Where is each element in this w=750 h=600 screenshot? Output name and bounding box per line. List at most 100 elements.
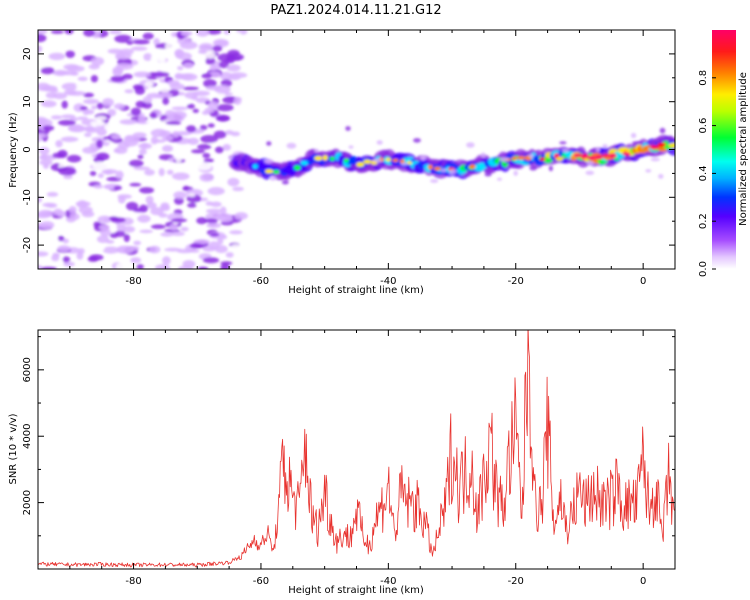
colorbar: 0.0 0.2 0.4 0.6 0.8 Normalized spectral ampl… — [698, 30, 749, 277]
x-tick-label: -40 — [380, 276, 396, 287]
heatmap-blob — [216, 104, 234, 112]
heatmap-blob — [400, 162, 408, 166]
heatmap-blob — [220, 234, 228, 240]
heatmap-blob — [95, 116, 107, 121]
heatmap-blob — [222, 35, 239, 40]
heatmap-blob — [192, 90, 211, 97]
heatmap-blob — [65, 50, 75, 58]
heatmap-blob — [430, 179, 439, 183]
heatmap-blob — [50, 89, 59, 93]
heatmap-blob — [171, 218, 188, 223]
heatmap-blob — [40, 246, 48, 253]
heatmap-blob — [219, 215, 233, 223]
heatmap-blob — [184, 254, 195, 259]
heatmap-blob — [229, 72, 248, 79]
heatmap-blob — [622, 152, 631, 156]
heatmap-blob — [131, 46, 148, 51]
heatmap-blob — [57, 229, 70, 235]
heatmap-blob — [132, 132, 147, 139]
heatmap-blob — [657, 142, 666, 147]
heatmap-blob — [139, 229, 153, 234]
heatmap-blob — [89, 171, 97, 176]
heatmap-blob — [38, 251, 49, 257]
heatmap-blob — [205, 57, 216, 65]
heatmap-blob — [57, 167, 68, 172]
heatmap-blob — [191, 95, 198, 101]
x-tick-label: 0 — [640, 276, 646, 287]
heatmap-blob — [227, 177, 240, 187]
heatmap-blob — [216, 114, 230, 122]
heatmap-blob — [113, 103, 125, 110]
heatmap-blob — [286, 142, 297, 149]
heatmap-blob — [172, 97, 189, 102]
heatmap-blob — [46, 192, 59, 197]
heatmap-blob — [130, 257, 142, 264]
heatmap-blob — [38, 118, 53, 127]
heatmap-blob — [166, 169, 174, 175]
heatmap-blob — [272, 162, 282, 166]
heatmap-blob — [137, 214, 151, 223]
snr-x-axis-label: Height of straight line (km) — [288, 585, 424, 596]
heatmap-blob — [205, 201, 213, 206]
heatmap-blob — [66, 65, 85, 72]
heatmap-blob — [160, 202, 170, 210]
heatmap-blob — [114, 34, 132, 43]
heatmap-blob — [116, 245, 134, 254]
heatmap-blob — [129, 182, 142, 187]
heatmap-blob — [152, 71, 170, 77]
heatmap-blob — [119, 119, 138, 125]
heatmap-blob — [176, 248, 194, 254]
heatmap-blob — [195, 68, 205, 74]
heatmap-blob — [189, 243, 203, 249]
heatmap-blob — [220, 206, 227, 215]
heatmap-blob — [594, 155, 603, 160]
heatmap-blob — [159, 92, 173, 98]
heatmap-blob — [329, 156, 335, 161]
x-tick-label: -20 — [508, 276, 524, 287]
heatmap-blob — [95, 197, 112, 203]
heatmap-blob — [195, 162, 212, 171]
heatmap-blob — [122, 226, 136, 233]
heatmap-blob — [64, 30, 74, 35]
heatmap-blob — [85, 109, 95, 115]
heatmap-blob — [132, 84, 144, 91]
heatmap-blob — [174, 73, 183, 80]
heatmap-blob — [159, 55, 166, 64]
heatmap-blob — [300, 160, 309, 166]
heatmap-blob — [171, 32, 178, 37]
heatmap-blob — [201, 110, 210, 115]
heatmap-blob — [158, 168, 165, 177]
heatmap-blob — [132, 212, 140, 217]
heatmap-blob — [113, 185, 123, 190]
heatmap-blob — [145, 117, 157, 124]
heatmap-blob — [227, 38, 235, 44]
heatmap-blob — [115, 63, 134, 70]
heatmap-blob — [160, 232, 174, 237]
heatmap-blob — [142, 101, 153, 109]
heatmap-blob — [186, 103, 195, 109]
heatmap-blob — [145, 195, 154, 204]
spectrogram-y-ticks: -20 -10 0 10 20 — [22, 29, 675, 270]
heatmap-blob — [41, 100, 57, 108]
heatmap-blob — [214, 146, 224, 154]
heatmap-blob — [122, 73, 133, 80]
heatmap-blob — [214, 245, 228, 254]
heatmap-blob — [171, 231, 185, 236]
heatmap-blob — [225, 252, 234, 258]
heatmap-blob — [208, 101, 219, 110]
heatmap-blob — [60, 70, 78, 76]
heatmap-blob — [580, 154, 589, 159]
heatmap-blob — [75, 81, 84, 90]
heatmap-blob — [183, 185, 190, 190]
heatmap-blob — [196, 217, 208, 225]
heatmap-blob — [183, 62, 194, 69]
heatmap-blob — [83, 30, 95, 37]
heatmap-blob — [225, 130, 234, 135]
heatmap-blob — [153, 38, 160, 46]
heatmap-blob — [548, 165, 554, 172]
heatmap-blob — [201, 73, 212, 79]
heatmap-blob — [39, 108, 51, 113]
heatmap-blob — [38, 223, 46, 228]
snr-plot-area — [38, 330, 675, 569]
heatmap-blob — [199, 124, 208, 131]
